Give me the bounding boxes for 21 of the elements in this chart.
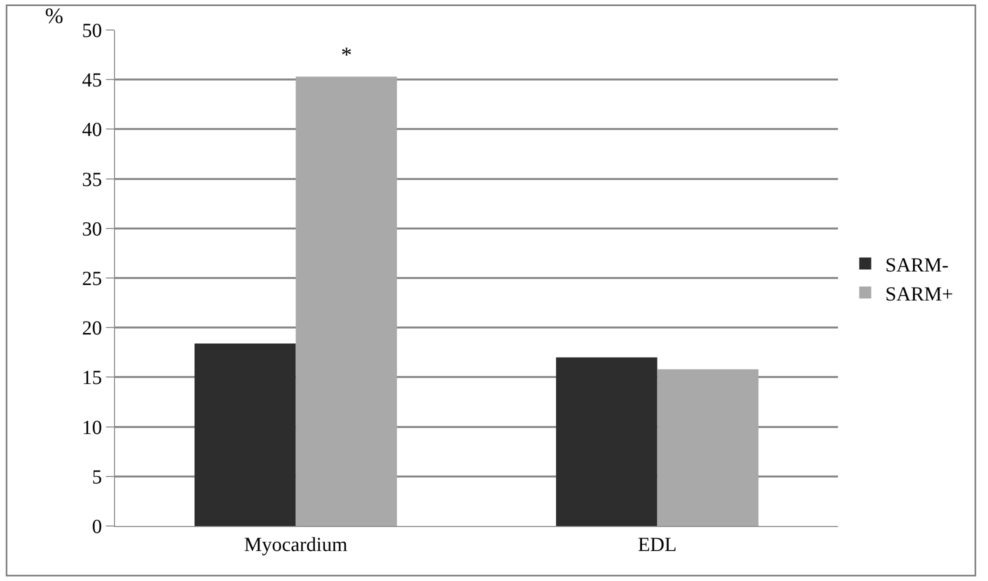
y-tick-label: 20 bbox=[82, 318, 102, 340]
y-axis-title: % bbox=[45, 3, 64, 28]
bar bbox=[556, 357, 658, 526]
y-tick-label: 15 bbox=[82, 367, 102, 390]
y-tick-label: 35 bbox=[82, 168, 102, 191]
y-tick-label: 50 bbox=[82, 20, 102, 42]
y-tick-label: 45 bbox=[82, 70, 102, 92]
y-tick-label: 40 bbox=[82, 119, 102, 142]
y-tick-label: 0 bbox=[92, 516, 102, 538]
bar bbox=[296, 76, 397, 526]
legend-label: SARM+ bbox=[885, 283, 954, 306]
annotation: * bbox=[341, 42, 352, 67]
bar bbox=[657, 369, 758, 526]
legend-label: SARM- bbox=[885, 254, 949, 276]
x-tick-label: EDL bbox=[638, 534, 677, 556]
y-tick-label: 10 bbox=[82, 416, 102, 439]
y-tick-label: 30 bbox=[82, 218, 102, 240]
bar bbox=[194, 343, 296, 526]
x-tick-label: Myocardium bbox=[244, 534, 348, 556]
y-tick-label: 5 bbox=[92, 466, 102, 488]
y-tick-label: 25 bbox=[82, 268, 102, 290]
